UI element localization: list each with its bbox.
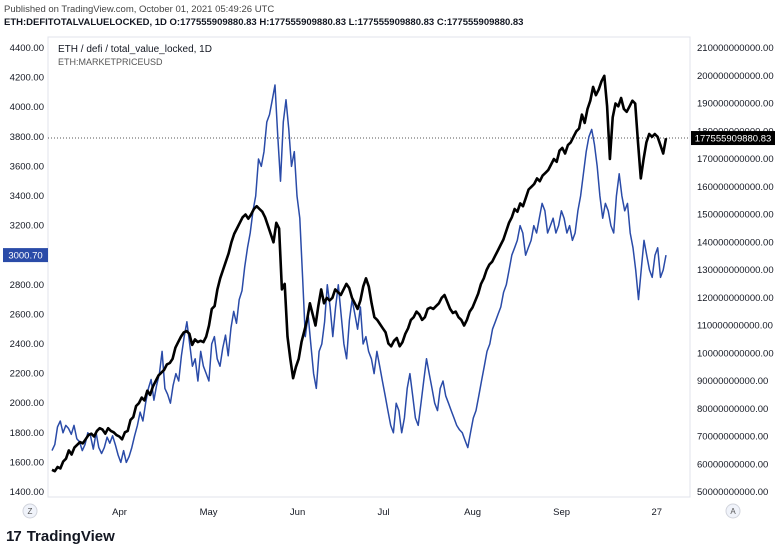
x-tick-label: 27 — [652, 507, 663, 518]
plot-frame — [47, 36, 691, 498]
left-tick-label: 4200.00 — [10, 73, 44, 84]
left-tick-label: 2600.00 — [10, 309, 44, 320]
left-tick-label: 3400.00 — [10, 191, 44, 202]
right-tick-label: 110000000000.00 — [697, 321, 773, 332]
x-tick-label: Jun — [290, 507, 305, 518]
tradingview-logo-icon: 17 — [6, 528, 22, 545]
left-tick-label: 1400.00 — [10, 487, 44, 498]
auto-scale-button[interactable]: A — [725, 503, 741, 519]
scale-left-label: Z — [28, 507, 33, 516]
tradingview-footer[interactable]: 17 TradingView — [6, 528, 115, 545]
scale-left-button[interactable]: Z — [22, 503, 38, 519]
right-tick-label: 100000000000.00 — [697, 348, 774, 359]
x-tick-label: Aug — [464, 507, 481, 518]
left-tick-label: 4000.00 — [10, 102, 44, 113]
left-tick-label: 2200.00 — [10, 369, 44, 380]
price-labels: 3000.70 177555909880.83 — [3, 131, 775, 263]
right-price-tag — [691, 131, 775, 146]
right-tick-label: 130000000000.00 — [697, 265, 774, 276]
left-tick-label: 1800.00 — [10, 428, 44, 439]
x-tick-label: Apr — [112, 507, 127, 518]
x-axis-ticks: Apr May Jun Jul Aug Sep 27 — [112, 507, 662, 518]
left-price-tag — [3, 248, 48, 263]
right-tick-label: 70000000000.00 — [697, 432, 768, 443]
right-tick-label: 190000000000.00 — [697, 99, 774, 110]
right-tick-label: 120000000000.00 — [697, 293, 774, 304]
left-tick-label: 4400.00 — [10, 43, 44, 54]
right-tick-label: 160000000000.00 — [697, 182, 774, 193]
left-tick-label: 2000.00 — [10, 398, 44, 409]
left-tick-label: 3600.00 — [10, 161, 44, 172]
auto-scale-label: A — [730, 507, 736, 516]
right-tick-label: 150000000000.00 — [697, 210, 774, 221]
left-tick-label: 2800.00 — [10, 280, 44, 291]
symbol-ohlc-line: ETH:DEFITOTALVALUELOCKED, 1D O:177555909… — [4, 17, 524, 28]
published-note: Published on TradingView.com, October 01… — [4, 4, 275, 15]
x-tick-label: May — [200, 507, 218, 518]
left-tick-label: 3800.00 — [10, 132, 44, 143]
legend-overlay-series: ETH:MARKETPRICEUSD — [58, 57, 163, 67]
right-tick-label: 170000000000.00 — [697, 154, 774, 165]
right-tick-label: 80000000000.00 — [697, 404, 768, 415]
right-tick-label: 200000000000.00 — [697, 71, 774, 82]
left-price-tag-text: 3000.70 — [8, 251, 42, 262]
tvl-line — [51, 74, 668, 473]
eth-price-line — [51, 84, 667, 464]
left-tick-label: 1600.00 — [10, 457, 44, 468]
legend-main-series: ETH / defi / total_value_locked, 1D — [58, 44, 212, 55]
right-tick-label: 90000000000.00 — [697, 376, 768, 387]
right-axis-ticks: 210000000000.00 200000000000.00 1900000000… — [697, 43, 774, 498]
right-price-tag-text: 177555909880.83 — [695, 134, 772, 145]
right-tick-label: 60000000000.00 — [697, 459, 768, 470]
left-tick-label: 2400.00 — [10, 339, 44, 350]
left-axis-ticks: 4400.00 4200.00 4000.00 3800.00 3600.00 3400.… — [10, 43, 44, 498]
series-layer — [48, 74, 690, 473]
x-tick-label: Sep — [553, 507, 570, 518]
right-tick-label: 140000000000.00 — [697, 237, 774, 248]
right-tick-label: 210000000000.00 — [697, 43, 774, 54]
tradingview-brand: TradingView — [26, 528, 115, 545]
x-tick-label: Jul — [377, 507, 389, 518]
left-tick-label: 3200.00 — [10, 221, 44, 232]
right-tick-label: 50000000000.00 — [697, 487, 768, 498]
